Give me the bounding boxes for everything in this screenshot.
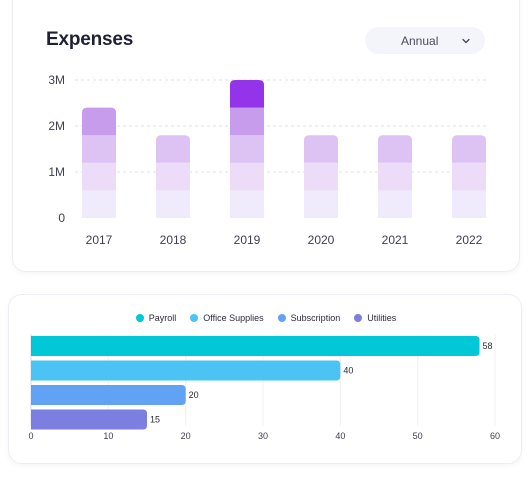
period-select[interactable]: Annual — [365, 27, 485, 54]
bar-segment — [452, 190, 486, 218]
bar-segment — [452, 162, 486, 191]
bar-segment — [378, 162, 412, 191]
legend-item: Utilities — [354, 313, 396, 323]
bar-segment — [82, 107, 116, 136]
x-tick-label: 40 — [335, 431, 345, 441]
bar-segment — [82, 135, 116, 163]
bar-segment — [82, 190, 116, 218]
legend-label: Utilities — [367, 313, 397, 323]
data-label: 58 — [483, 341, 493, 351]
legend-label: Subscription — [290, 313, 341, 323]
hbar-payroll — [31, 336, 480, 356]
bar-segment — [452, 135, 486, 163]
bar-segment — [230, 190, 264, 218]
period-select-value: Annual — [401, 33, 439, 48]
x-tick-label: 20 — [181, 431, 191, 441]
data-label: 20 — [189, 390, 199, 400]
bar-segment — [230, 162, 264, 191]
legend-item: Office Supplies — [190, 313, 264, 323]
legend-swatch — [190, 314, 199, 322]
x-tick-label: 2019 — [234, 233, 261, 247]
x-tick-label: 2018 — [160, 233, 187, 247]
legend-swatch — [354, 314, 363, 322]
expenses-bar-chart: 0 1M 2M 3M 2017 2018 2019 2020 2021 2022 — [48, 73, 488, 247]
data-label: 40 — [343, 366, 353, 376]
category-bar-chart: 0 10 20 30 40 50 60 58 40 20 15 — [28, 334, 500, 441]
x-tick-label: 10 — [103, 431, 113, 441]
bar-segment — [156, 135, 190, 163]
legend-label: Payroll — [148, 313, 177, 323]
chart-legend: Payroll Office Supplies Subscription Utilit… — [0, 313, 532, 323]
x-tick-label: 2017 — [86, 233, 113, 247]
bar-segment — [230, 80, 264, 108]
hbar-utilities — [31, 409, 147, 430]
bar-segment — [230, 107, 264, 136]
bar-segment — [304, 135, 338, 163]
hbar-subscription — [31, 385, 186, 405]
chevron-down-icon — [462, 38, 470, 43]
bar-segment — [304, 190, 338, 218]
y-tick-label: 0 — [58, 211, 65, 225]
x-tick-label: 2021 — [382, 233, 409, 247]
bar-segment — [230, 135, 264, 163]
x-tick-label: 50 — [413, 431, 423, 441]
x-tick-label: 0 — [28, 431, 33, 441]
bar-segment — [304, 162, 338, 191]
y-tick-label: 3M — [48, 73, 65, 87]
x-tick-label: 30 — [258, 431, 268, 441]
data-label: 15 — [150, 415, 160, 425]
legend-item: Subscription — [277, 313, 341, 323]
legend-swatch — [135, 314, 144, 322]
bar-segment — [156, 190, 190, 218]
legend-swatch — [277, 314, 286, 322]
legend-label: Office Supplies — [203, 313, 264, 323]
hbar-office-supplies — [31, 360, 341, 381]
x-tick-label: 2020 — [308, 233, 335, 247]
expenses-title: Expenses — [46, 29, 134, 50]
y-tick-label: 2M — [48, 119, 65, 133]
x-tick-label: 2022 — [456, 233, 483, 247]
y-tick-label: 1M — [48, 165, 65, 179]
legend-item: Payroll — [135, 313, 177, 323]
bar-segment — [156, 162, 190, 191]
bar-segment — [82, 162, 116, 191]
bar-segment — [378, 135, 412, 163]
bar-segment — [378, 190, 412, 218]
x-tick-label: 60 — [490, 431, 500, 441]
